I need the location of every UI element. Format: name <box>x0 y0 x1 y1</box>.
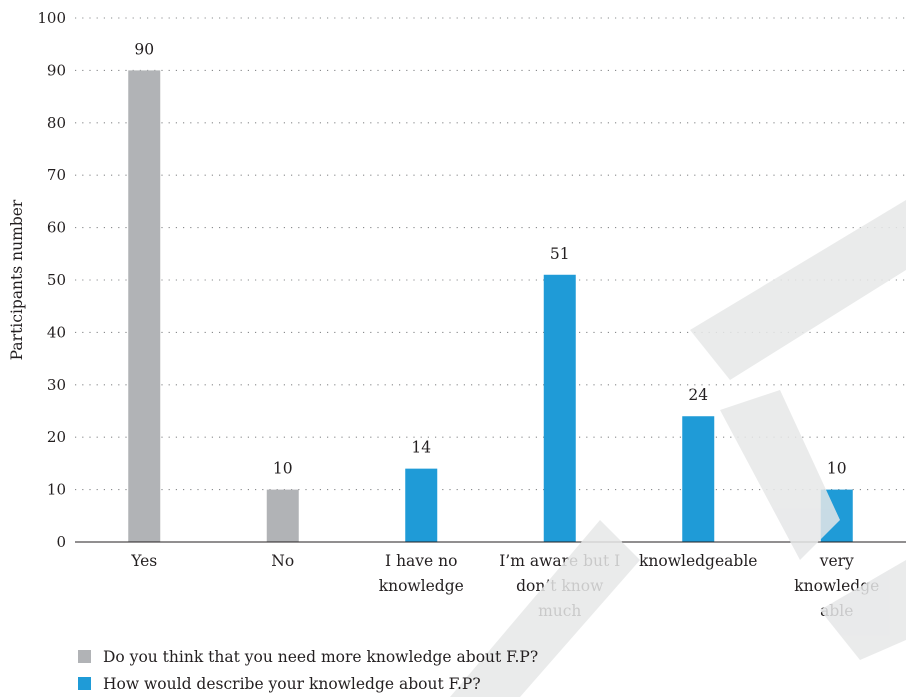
legend: Do you think that you need more knowledg… <box>78 643 538 697</box>
data-label: 24 <box>688 386 708 404</box>
legend-item-series-1: Do you think that you need more knowledg… <box>78 643 538 670</box>
legend-label-series-2: How would describe your knowledge about … <box>103 674 481 693</box>
x-category-label: Yes <box>130 552 157 570</box>
y-tick-label: 80 <box>47 114 66 132</box>
y-tick-label: 60 <box>47 219 66 237</box>
data-label: 10 <box>273 460 293 478</box>
legend-swatch-gray <box>78 650 91 663</box>
y-tick-label: 30 <box>47 376 66 394</box>
x-category-label: knowledge <box>379 577 464 595</box>
legend-label-series-1: Do you think that you need more knowledg… <box>103 647 539 666</box>
y-axis-ticks: 0 10 20 30 40 50 60 70 80 90 100 <box>37 9 66 551</box>
y-tick-label: 40 <box>47 323 66 341</box>
x-category-label: able <box>820 602 853 620</box>
category-labels: Yes No I have no knowledge I’m aware but I do… <box>130 552 879 620</box>
bar <box>266 489 299 542</box>
data-labels: 90 10 14 51 24 10 <box>134 40 846 477</box>
x-category-label: I’m aware but I <box>499 552 620 570</box>
bar <box>682 416 715 542</box>
legend-item-series-2: How would describe your knowledge about … <box>78 670 538 697</box>
bar <box>405 468 438 542</box>
x-category-label: very <box>819 552 854 570</box>
bar <box>543 274 576 542</box>
bars <box>128 70 853 543</box>
y-tick-label: 10 <box>47 481 66 499</box>
x-category-label: No <box>271 552 294 570</box>
y-tick-label: 0 <box>56 533 66 551</box>
x-category-label: don’t know <box>516 577 604 595</box>
y-tick-label: 20 <box>47 428 66 446</box>
y-tick-label: 100 <box>37 9 66 27</box>
x-category-label: I have no <box>385 552 457 570</box>
bar <box>128 70 161 543</box>
y-tick-label: 50 <box>47 271 66 289</box>
y-tick-label: 70 <box>47 166 66 184</box>
bar <box>820 489 853 542</box>
x-category-label: knowledgeable <box>639 552 757 570</box>
legend-swatch-blue <box>78 677 91 690</box>
gridlines <box>75 17 906 491</box>
data-label: 90 <box>134 40 154 58</box>
x-category-label: knowledge <box>794 577 879 595</box>
y-axis-label: Participants number <box>8 199 26 360</box>
data-label: 10 <box>827 460 847 478</box>
data-label: 14 <box>411 439 431 457</box>
y-tick-label: 90 <box>47 61 66 79</box>
x-category-label: much <box>538 602 581 620</box>
bar-chart: 0 10 20 30 40 50 60 70 80 90 100 90 10 14 51 24 10 Yes N… <box>8 9 906 620</box>
data-label: 51 <box>550 245 570 263</box>
